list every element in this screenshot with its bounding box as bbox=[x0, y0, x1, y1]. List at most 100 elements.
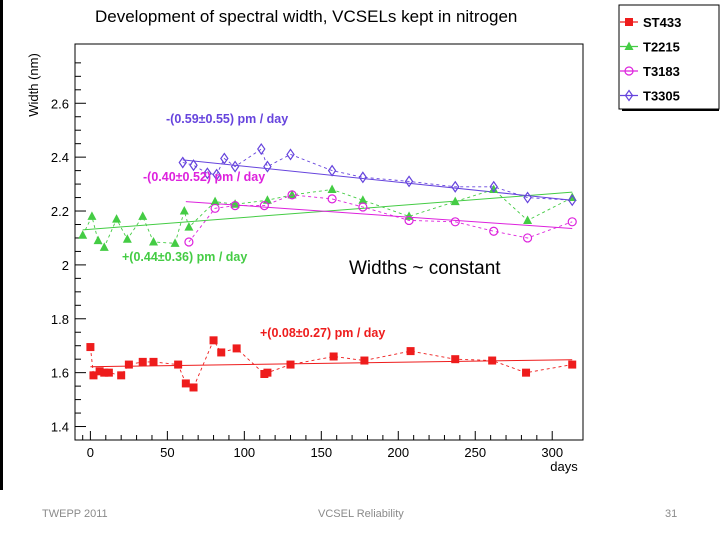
data-point-t3305 bbox=[189, 159, 198, 172]
data-point-t3305 bbox=[358, 171, 368, 184]
data-point-t3305 bbox=[203, 167, 212, 180]
data-point-t3183 bbox=[567, 217, 577, 227]
chart: Development of spectral width, VCSELs ke… bbox=[26, 4, 720, 474]
x-tick-label: 150 bbox=[310, 445, 332, 460]
y-tick-label: 1.4 bbox=[51, 420, 69, 435]
fit-label-t2215: +(0.44±0.36) pm / day bbox=[122, 250, 247, 264]
series-line-t3305 bbox=[182, 148, 573, 201]
data-point-t2215 bbox=[138, 211, 148, 220]
y-tick-label: 1.8 bbox=[51, 312, 69, 327]
data-point-t3305 bbox=[286, 148, 295, 161]
data-point-st433 bbox=[488, 356, 497, 365]
data-point-st433 bbox=[232, 344, 241, 353]
data-point-t2215 bbox=[404, 211, 414, 220]
x-tick-label: 0 bbox=[87, 445, 94, 460]
series-line-t2215 bbox=[82, 188, 573, 249]
data-point-st433 bbox=[181, 379, 190, 388]
data-point-st433 bbox=[138, 357, 147, 366]
data-point-st433 bbox=[117, 371, 126, 380]
legend: ST433 T2215 T3183 T3305 bbox=[618, 4, 720, 111]
data-point-st433 bbox=[263, 368, 272, 377]
data-point-t2215 bbox=[170, 238, 180, 247]
series-line-t3183 bbox=[188, 194, 573, 243]
data-point-st433 bbox=[522, 368, 531, 377]
data-point-st433 bbox=[104, 368, 113, 377]
data-point-t3305 bbox=[489, 180, 498, 193]
data-point-st433 bbox=[451, 355, 460, 364]
y-tick-label: 2.2 bbox=[51, 204, 69, 219]
series-line-st433 bbox=[89, 339, 573, 389]
data-point-t2215 bbox=[523, 215, 533, 224]
data-point-t3305 bbox=[212, 168, 221, 181]
slide-left-border bbox=[0, 0, 3, 490]
y-axis-label: Width (nm) bbox=[26, 53, 41, 117]
fit-line-t3305 bbox=[182, 159, 573, 201]
data-point-st433 bbox=[89, 371, 98, 380]
data-point-t3183 bbox=[287, 190, 297, 200]
data-point-st433 bbox=[86, 343, 95, 352]
legend-label-t3305: T3305 bbox=[643, 89, 680, 104]
data-point-st433 bbox=[124, 360, 133, 369]
data-point-t2215 bbox=[327, 184, 337, 193]
data-point-st433 bbox=[209, 336, 218, 345]
annotation-widths-constant: Widths ~ constant bbox=[349, 258, 501, 279]
fit-label-st433: +(0.08±0.27) pm / day bbox=[260, 326, 385, 340]
legend-label-t3183: T3183 bbox=[643, 64, 680, 79]
data-point-st433 bbox=[360, 356, 369, 365]
data-point-t2215 bbox=[358, 195, 368, 204]
footer-topic: VCSEL Reliability bbox=[318, 508, 404, 520]
legend-label-t2215: T2215 bbox=[643, 40, 680, 55]
data-point-t2215 bbox=[210, 196, 220, 206]
data-point-st433 bbox=[286, 360, 295, 369]
fit-line-st433 bbox=[90, 359, 573, 368]
data-point-t3305 bbox=[220, 152, 229, 165]
data-point-t3183 bbox=[327, 194, 337, 204]
data-point-t3183 bbox=[259, 201, 269, 211]
data-point-t3305 bbox=[523, 191, 532, 204]
chart-title: Development of spectral width, VCSELs ke… bbox=[95, 7, 517, 26]
legend-marker-t3305 bbox=[624, 89, 634, 102]
x-tick-label: 200 bbox=[387, 445, 409, 460]
data-point-st433 bbox=[100, 368, 109, 377]
x-axis-label: days bbox=[550, 459, 578, 474]
data-point-st433 bbox=[189, 383, 198, 392]
x-tick-label: 300 bbox=[541, 445, 563, 460]
data-point-t2215 bbox=[78, 230, 88, 239]
data-point-t3305 bbox=[230, 160, 240, 173]
x-tick-label: 100 bbox=[233, 445, 255, 460]
data-point-st433 bbox=[329, 352, 338, 361]
data-point-t2215 bbox=[112, 214, 122, 223]
legend-label-st433: ST433 bbox=[643, 15, 681, 30]
data-point-t3305 bbox=[178, 156, 187, 169]
data-point-t2215 bbox=[450, 196, 460, 206]
data-point-t3305 bbox=[257, 143, 266, 156]
data-point-t3305 bbox=[263, 160, 272, 173]
data-point-t3305 bbox=[567, 194, 577, 207]
legend-marker-t3183 bbox=[624, 66, 634, 76]
data-point-t2215 bbox=[99, 242, 109, 251]
data-point-t2215 bbox=[149, 237, 159, 246]
legend-shadow bbox=[622, 109, 719, 111]
data-point-t3305 bbox=[327, 164, 337, 177]
legend-marker-t2215 bbox=[624, 41, 634, 50]
data-point-t2215 bbox=[122, 234, 132, 243]
fit-line-t3183 bbox=[185, 201, 573, 230]
x-tick-label: 250 bbox=[464, 445, 486, 460]
data-point-t3183 bbox=[404, 215, 414, 226]
series-group bbox=[78, 143, 577, 392]
data-point-st433 bbox=[406, 347, 415, 356]
y-tick-label: 2.4 bbox=[51, 150, 69, 165]
data-point-st433 bbox=[217, 348, 226, 357]
y-tick-label: 2.6 bbox=[51, 96, 69, 111]
plot-frame bbox=[74, 43, 584, 441]
legend-marker-st433 bbox=[625, 18, 633, 26]
data-point-t3183 bbox=[358, 202, 368, 212]
axes: 0 50 100 150 200 250 300 1.4 1.6 1.8 2 2.2 2.4 2.6 bbox=[51, 62, 563, 460]
footer-page-number: 31 bbox=[665, 508, 678, 520]
data-point-t3183 bbox=[210, 203, 220, 213]
data-point-t3183 bbox=[522, 233, 533, 243]
footer-conference: TWEPP 2011 bbox=[42, 508, 108, 520]
data-point-t2215 bbox=[93, 235, 103, 245]
data-point-st433 bbox=[174, 360, 183, 369]
data-point-t2215 bbox=[179, 206, 189, 215]
